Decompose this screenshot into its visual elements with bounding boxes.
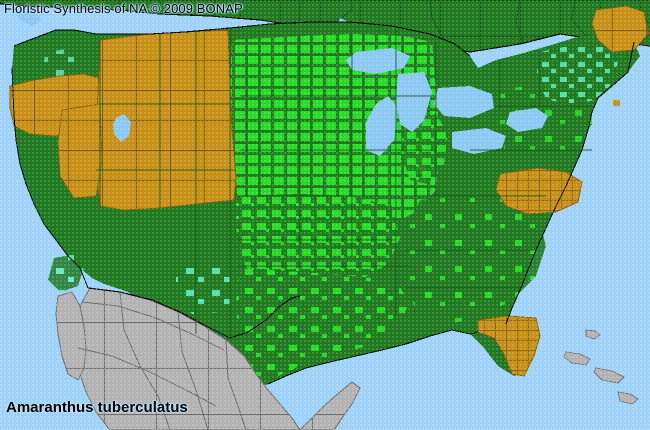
map-title: Floristic Synthesis of NA © 2009 BONAP — [4, 1, 243, 16]
species-name-label: Amaranthus tuberculatus — [6, 399, 188, 416]
islands — [563, 329, 639, 405]
